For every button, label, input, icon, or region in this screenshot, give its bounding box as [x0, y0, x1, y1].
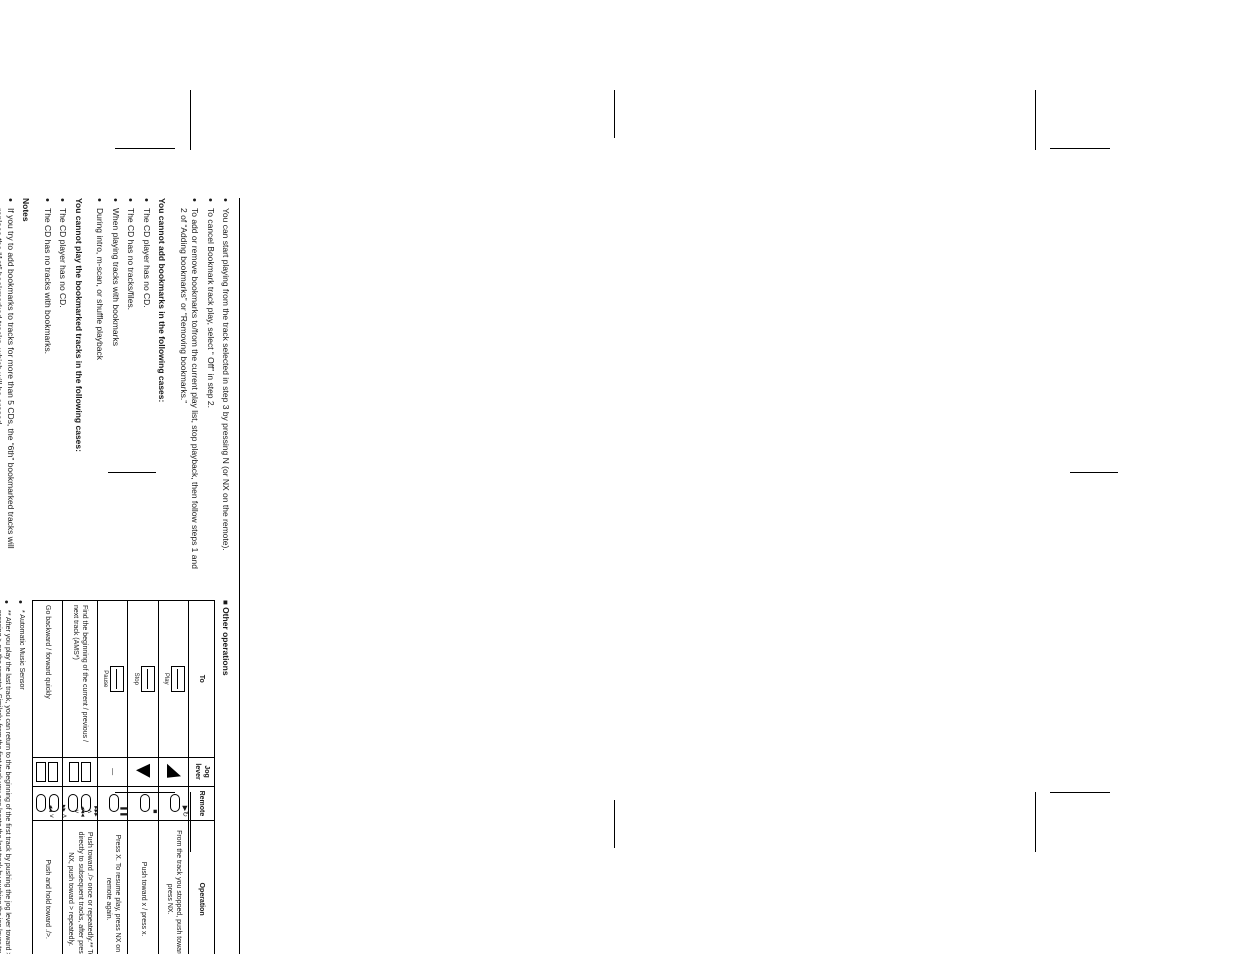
list-item: The CD player has no CD.	[140, 198, 151, 576]
remote-rew-ff-icon: ▸▸ ˄ ◂◂ ˅	[36, 794, 59, 812]
right-column: Other operations To Jog lever Remote Ope…	[0, 600, 231, 954]
text: The CD has no tracks with bookmarks.	[43, 208, 53, 354]
text: During intro, m-scan, or shuffle playbac…	[95, 208, 105, 360]
text: Push toward ./> once or repeatedly.** To…	[62, 821, 97, 954]
text: Play	[163, 673, 169, 685]
panel-icon	[141, 666, 155, 692]
list-item: To cancel Bookmark track play, select “ …	[204, 198, 215, 576]
text: Push and hold toward ./>.	[32, 821, 62, 954]
list-item: If you try to add bookmarks to tracks fo…	[0, 198, 16, 576]
notes-bullets: If you try to add bookmarks to tracks fo…	[0, 198, 16, 576]
list-item: The CD has no tracks with bookmarks.	[41, 198, 52, 576]
th-jog: Jog lever	[189, 757, 215, 786]
operations-table: To Jog lever Remote Operation Play ▶↻ Fr…	[32, 600, 216, 954]
list-item: To add or remove bookmarks to/from the c…	[177, 198, 200, 576]
remote-pause-icon: ❚❚	[109, 794, 119, 812]
text: Press X. To resume play, press NX on the…	[98, 821, 128, 954]
table-row: Find the beginning of the current / prev…	[62, 601, 97, 954]
th-remote: Remote	[189, 786, 215, 821]
manual-page: Listening to a CD You can start playing …	[0, 198, 240, 954]
jog-up-icon	[167, 763, 181, 779]
text: Pause	[102, 670, 108, 687]
list-item: ** After you play the last track, you ca…	[0, 600, 12, 954]
list-item: The CD player has no CD.	[57, 198, 68, 576]
text: * Automatic Music Sensor	[18, 610, 25, 690]
list-item: * Automatic Music Sensor	[16, 600, 25, 954]
text: Go backward / forward quickly	[32, 601, 62, 758]
two-column-layout: You can start playing from the track sel…	[0, 198, 231, 954]
subheading: You cannot add bookmarks in the followin…	[156, 198, 167, 576]
text: To add or remove bookmarks to/from the c…	[179, 208, 200, 569]
list-item: During intro, m-scan, or shuffle playbac…	[94, 198, 105, 576]
text: The CD has no tracks/files.	[126, 208, 136, 310]
dash-icon: —	[98, 757, 128, 786]
text: If you try to add bookmarks to tracks fo…	[0, 208, 16, 549]
sub-bullets-1: The CD player has no CD. The CD has no t…	[94, 198, 152, 576]
list-item: The CD has no tracks/files.	[125, 198, 136, 576]
text: You can start playing from the track sel…	[221, 208, 231, 551]
sub-bullets-2: The CD player has no CD. The CD has no t…	[41, 198, 68, 576]
text: Find the beginning of the current / prev…	[62, 601, 97, 758]
text: Push toward x / press x.	[128, 821, 158, 954]
panel-icon	[171, 666, 185, 692]
notes-heading: Notes	[20, 198, 31, 576]
th-op: Operation	[189, 821, 215, 954]
text: When playing tracks with bookmarks	[111, 208, 121, 346]
text: The CD player has no CD.	[142, 208, 152, 308]
remote-play-icon: ▶↻	[170, 794, 180, 812]
other-operations-heading: Other operations	[219, 600, 231, 954]
text: From the track you stopped, push toward …	[158, 821, 188, 954]
list-item: When playing tracks with bookmarks	[109, 198, 120, 576]
content-area: Listening to a CD You can start playing …	[0, 198, 240, 954]
table-row: Play ▶↻ From the track you stopped, push…	[158, 601, 188, 954]
jog-down-icon	[136, 763, 150, 779]
left-column: You can start playing from the track sel…	[0, 198, 231, 576]
list-item: You can start playing from the track sel…	[220, 198, 231, 576]
text: To cancel Bookmark track play, select “ …	[206, 208, 216, 408]
lead-bullets: You can start playing from the track sel…	[177, 198, 231, 576]
subheading: You cannot play the bookmarked tracks in…	[72, 198, 83, 576]
th-to: To	[189, 601, 215, 758]
text: ** After you play the last track, you ca…	[0, 610, 11, 954]
jog-two-button-icon	[69, 762, 91, 782]
text: The CD player has no CD.	[58, 208, 68, 308]
remote-prev-next-icon: ▸▸▸ ˄ ◂◂◂ ˅	[68, 794, 91, 812]
remote-stop-icon: ■	[140, 794, 150, 812]
jog-two-button-icon	[36, 762, 58, 782]
footnotes: * Automatic Music Sensor ** After you pl…	[0, 600, 26, 954]
panel-icon	[110, 666, 124, 692]
top-rule	[239, 198, 240, 954]
table-row: Stop ■ Push toward x / press x.	[128, 601, 158, 954]
table-row: Pause — ❚❚ Press X. To resume play, pres…	[98, 601, 128, 954]
text: Stop	[133, 673, 139, 685]
table-row: Go backward / forward quickly ▸▸ ˄ ◂◂ ˅	[32, 601, 62, 954]
text: Other operations	[221, 607, 231, 675]
